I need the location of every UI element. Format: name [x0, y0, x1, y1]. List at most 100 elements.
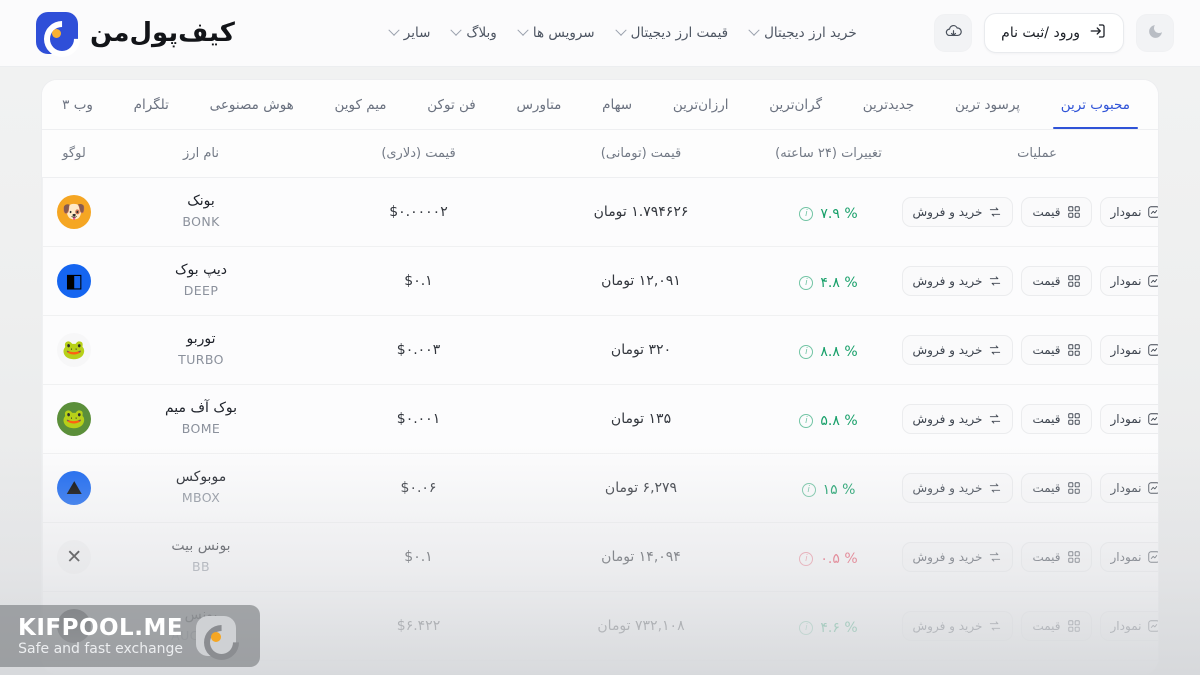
info-circle-icon[interactable]: i [801, 483, 816, 498]
table-header: عملیات تغییرات (۲۴ ساعته) قیمت (تومانی) … [42, 130, 1158, 178]
table-row[interactable]: نمودار قیمت خرید و فروش i ۵.۸ % ۱۳۵ توما… [42, 384, 1158, 453]
chart-button[interactable]: نمودار [1099, 265, 1158, 296]
table-row[interactable]: نمودار قیمت خرید و فروش i ۸.۸ % ۳۲۰ توما… [42, 315, 1158, 384]
tab-telegram[interactable]: تلگرام [130, 80, 173, 129]
chevron-down-icon [748, 24, 760, 36]
chart-button[interactable]: نمودار [1099, 541, 1158, 572]
cell-ops: نمودار قیمت خرید و فروش [901, 177, 1158, 246]
tab-web3[interactable]: وب ۳ [58, 80, 97, 129]
tab-label: جدیدترین [862, 96, 915, 113]
trade-button[interactable]: خرید و فروش [901, 196, 1014, 227]
nav-label: سایر [403, 25, 431, 41]
coin-name-fa: توربو [186, 331, 216, 347]
nav-item-crypto-prices[interactable]: قیمت ارز دیجیتال [614, 24, 728, 41]
price-button-label: قیمت [1032, 204, 1061, 219]
chart-button-label: نمودار [1110, 411, 1142, 426]
trade-button[interactable]: خرید و فروش [901, 403, 1014, 434]
cell-change: i ۵.۸ % [741, 384, 916, 453]
tab-most-expensive[interactable]: گران‌ترین [765, 80, 826, 129]
chart-box-icon [1147, 619, 1158, 633]
coin-name-fa: موبوکس [175, 469, 227, 485]
swap-arrows-icon [988, 343, 1002, 357]
chart-button[interactable]: نمودار [1099, 196, 1158, 227]
info-circle-icon[interactable]: i [799, 345, 814, 360]
tab-label: تلگرام [133, 96, 169, 113]
price-button[interactable]: قیمت [1021, 610, 1092, 641]
table-row[interactable]: نمودار قیمت خرید و فروش i ۰.۵ % ۱۴,۰۹۴ ت… [42, 522, 1158, 591]
change-percent: ۰.۵ % [820, 551, 858, 568]
cell-logo: ⛰ [42, 453, 106, 522]
login-register-button[interactable]: ورود /ثبت نام [984, 13, 1124, 53]
tab-most-popular[interactable]: محبوب ترین [1052, 80, 1139, 129]
chart-button[interactable]: نمودار [1099, 403, 1158, 434]
tab-fan-token[interactable]: فن توکن [423, 80, 479, 129]
trade-button[interactable]: خرید و فروش [901, 265, 1014, 296]
coin-symbol: BONK [182, 214, 220, 229]
chart-box-icon [1147, 481, 1158, 495]
price-button[interactable]: قیمت [1021, 541, 1092, 572]
trade-button[interactable]: خرید و فروش [901, 541, 1014, 572]
nav-label: سرویس ها [532, 25, 595, 41]
cell-usd-price: $۰.۱ [404, 272, 433, 289]
download-app-button[interactable] [934, 14, 973, 52]
grid-icon [1067, 412, 1081, 426]
cell-change: i ۴.۸ % [741, 246, 916, 315]
coin-name-fa: بوک آف میم [164, 400, 237, 416]
nav-label: وبلاگ [466, 25, 497, 41]
chart-button[interactable]: نمودار [1099, 610, 1158, 641]
coin-logo-icon: 🐶 [57, 194, 92, 229]
tab-cheapest[interactable]: ارزان‌ترین [669, 80, 733, 129]
chart-box-icon [1147, 274, 1158, 288]
cell-coin-name: بوک آف میم BOME [106, 384, 296, 453]
row-actions: نمودار قیمت خرید و فروش [901, 265, 1158, 296]
table-row[interactable]: نمودار قیمت خرید و فروش i ۴.۸ % ۱۲,۰۹۱ ت… [42, 246, 1158, 315]
tab-label: وب ۳ [62, 96, 93, 113]
grid-icon [1067, 343, 1081, 357]
info-circle-icon[interactable]: i [799, 276, 814, 291]
column-header-logo: لوگو [42, 130, 106, 178]
price-button-label: قیمت [1032, 273, 1061, 288]
info-circle-icon[interactable]: i [799, 552, 814, 567]
tab-newest[interactable]: جدیدترین [859, 80, 919, 129]
kifpool-watermark: KIFPOOL.ME Safe and fast exchange [0, 605, 261, 667]
info-circle-icon[interactable]: i [799, 414, 814, 429]
grid-icon [1067, 550, 1081, 564]
table-body: نمودار قیمت خرید و فروش i ۷.۹ % ۱.۷۹۴۶۲۶… [42, 177, 1158, 660]
nav-item-services[interactable]: سرویس ها [517, 24, 595, 41]
change-percent: ۷.۹ % [820, 206, 858, 223]
tab-meme-coin[interactable]: میم کوین [331, 80, 391, 129]
trade-button[interactable]: خرید و فروش [901, 472, 1014, 503]
nav-item-other[interactable]: سایر [388, 24, 431, 41]
price-button[interactable]: قیمت [1021, 196, 1092, 227]
tab-metaverse[interactable]: متاورس [512, 80, 565, 129]
cloud-download-icon [944, 22, 963, 45]
info-circle-icon[interactable]: i [799, 207, 814, 222]
tab-most-profitable[interactable]: پرسود ترین [951, 80, 1024, 129]
cell-logo: 🐶 [42, 177, 106, 246]
table-row[interactable]: نمودار قیمت خرید و فروش i ۷.۹ % ۱.۷۹۴۶۲۶… [42, 177, 1158, 246]
cell-usd-price: $۰.۰۰۰۰۲ [389, 203, 448, 220]
info-circle-icon[interactable]: i [799, 621, 814, 636]
price-button[interactable]: قیمت [1021, 334, 1092, 365]
nav-item-buy-crypto[interactable]: خرید ارز دیجیتال [748, 24, 857, 41]
cell-logo: ✕ [42, 522, 106, 591]
coin-logo-icon: ✕ [57, 539, 92, 574]
tab-stocks[interactable]: سهام [598, 80, 636, 129]
row-actions: نمودار قیمت خرید و فروش [901, 334, 1158, 365]
chevron-down-icon [517, 24, 529, 36]
price-button[interactable]: قیمت [1021, 403, 1092, 434]
cell-logo: 🐸 [42, 315, 106, 384]
header-actions: ورود /ثبت نام [934, 13, 1174, 53]
theme-toggle-button[interactable] [1136, 14, 1174, 52]
table-row[interactable]: نمودار قیمت خرید و فروش i ۱۵ % ۶,۲۷۹ توم… [42, 453, 1158, 522]
price-button[interactable]: قیمت [1021, 472, 1092, 503]
chart-button[interactable]: نمودار [1099, 334, 1158, 365]
brand-logo-link[interactable]: کیف‌پول‌من [36, 12, 235, 54]
trade-button[interactable]: خرید و فروش [901, 334, 1014, 365]
tab-ai[interactable]: هوش مصنوعی [206, 80, 298, 129]
nav-item-blog[interactable]: وبلاگ [450, 24, 497, 41]
cell-logo: 🐸 [42, 384, 106, 453]
chart-button[interactable]: نمودار [1099, 472, 1158, 503]
trade-button[interactable]: خرید و فروش [901, 610, 1014, 641]
price-button[interactable]: قیمت [1021, 265, 1092, 296]
